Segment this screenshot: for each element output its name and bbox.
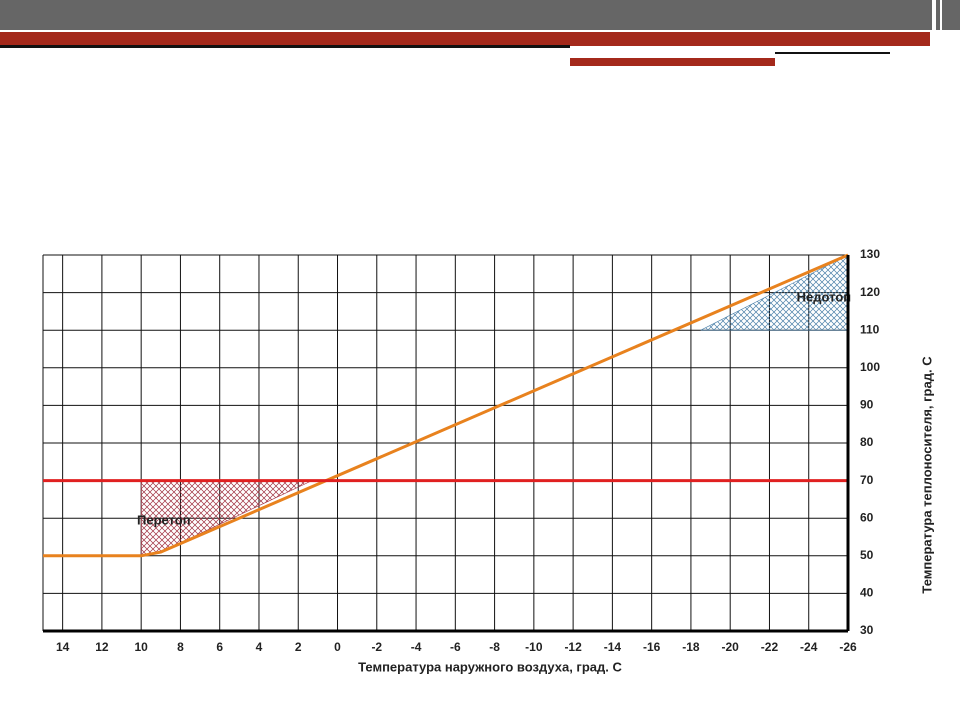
x-tick-label: 0 xyxy=(334,640,341,654)
x-tick-label: -8 xyxy=(489,640,500,654)
y-tick-label: 90 xyxy=(860,398,874,412)
x-tick-label: -10 xyxy=(525,640,543,654)
data-line xyxy=(43,253,849,558)
x-tick-label: 6 xyxy=(216,640,223,654)
y-axis-title: Температура теплоносителя, град. С xyxy=(919,356,934,594)
x-tick-label: 12 xyxy=(95,640,109,654)
y-tick-label: 60 xyxy=(860,510,874,524)
y-tick-label: 110 xyxy=(860,322,880,336)
y-tick-label: 100 xyxy=(860,360,880,374)
x-tick-label: 10 xyxy=(134,640,148,654)
y-tick-label: 30 xyxy=(860,623,874,637)
y-tick-label: 120 xyxy=(860,285,880,299)
x-tick-label: -20 xyxy=(722,640,740,654)
header-decoration xyxy=(0,0,960,66)
plot: 14 12 10 8 6 4 2 0 -2 -4 -6 -8 -10 -12 -14 -16 -18 -20 -22… xyxy=(42,247,880,654)
x-tick-label: -16 xyxy=(643,640,661,654)
y-tick-label: 80 xyxy=(860,435,874,449)
x-tick-label: -18 xyxy=(682,640,700,654)
x-axis-title: Температура наружного воздуха, град. С xyxy=(358,659,622,674)
x-tick-label: -26 xyxy=(839,640,857,654)
x-tick-label: 14 xyxy=(56,640,70,654)
y-tick-label: 70 xyxy=(860,473,874,487)
y-tick-label: 130 xyxy=(860,247,880,261)
x-tick-label: -4 xyxy=(411,640,422,654)
x-tick-label: -12 xyxy=(564,640,582,654)
region-label: Недотоп xyxy=(797,290,851,305)
y-tick-label: 50 xyxy=(860,548,874,562)
region-label: Перетоп xyxy=(137,513,191,528)
x-tick-label: -6 xyxy=(450,640,461,654)
x-tick-label: 8 xyxy=(177,640,184,654)
x-tick-label: 2 xyxy=(295,640,302,654)
x-tick-label: -24 xyxy=(800,640,818,654)
x-tick-label: 4 xyxy=(256,640,263,654)
x-tick-label: -22 xyxy=(761,640,779,654)
x-tick-label: -14 xyxy=(604,640,622,654)
x-tick-label: -2 xyxy=(371,640,382,654)
y-tick-label: 40 xyxy=(860,586,874,600)
